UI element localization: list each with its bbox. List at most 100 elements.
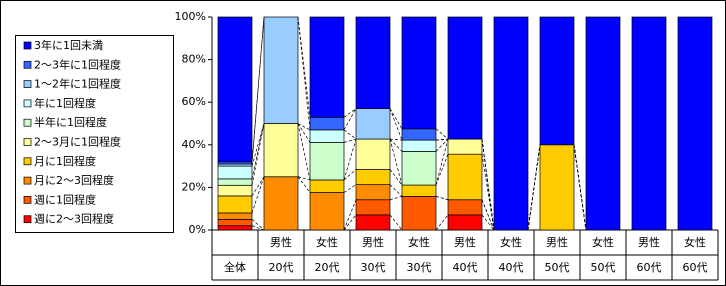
bar-segment bbox=[309, 192, 345, 231]
bar-segment bbox=[217, 184, 253, 197]
legend-label: 1～2年に1回程度 bbox=[34, 77, 121, 91]
bar-segment bbox=[401, 195, 437, 231]
x-tick-label: 男性 bbox=[454, 235, 476, 249]
legend-label: 2～3年に1回程度 bbox=[34, 57, 121, 71]
series-line bbox=[297, 176, 311, 193]
y-tick-label: 60% bbox=[182, 95, 206, 108]
bar-segment bbox=[447, 16, 483, 140]
series-line bbox=[251, 176, 265, 197]
x-tick-label: 男性 bbox=[362, 235, 384, 249]
legend-label: 月に2～3回程度 bbox=[34, 173, 114, 187]
bar-segment bbox=[355, 138, 391, 170]
legend-label: 月に1回程度 bbox=[34, 154, 96, 168]
legend-label: 週に1回程度 bbox=[34, 192, 96, 206]
series-line bbox=[389, 196, 403, 201]
series-line bbox=[481, 199, 495, 231]
legend-swatch bbox=[23, 41, 32, 50]
bar-segment bbox=[309, 116, 345, 131]
legend-swatch bbox=[23, 80, 32, 88]
bar-segment bbox=[217, 165, 253, 180]
series-line bbox=[343, 108, 357, 131]
bar-segment bbox=[263, 16, 299, 124]
bar-segment bbox=[401, 151, 437, 186]
bar-segment bbox=[447, 214, 483, 231]
series-line bbox=[343, 214, 357, 231]
series-line bbox=[389, 108, 403, 130]
bar-segment bbox=[217, 178, 253, 186]
series-line bbox=[481, 154, 495, 231]
bar-segment bbox=[355, 184, 391, 201]
bar-segment bbox=[217, 225, 253, 231]
bar-segment bbox=[493, 16, 529, 231]
x-tick-label: 40代 bbox=[453, 261, 478, 274]
x-tick-label: 30代 bbox=[407, 261, 432, 274]
bar-segment bbox=[263, 123, 299, 178]
legend-label: 3年に1回未満 bbox=[34, 38, 103, 52]
bar-segment bbox=[217, 195, 253, 214]
bar-segment bbox=[263, 176, 299, 231]
series-line bbox=[251, 123, 265, 179]
x-tick-label: 女性 bbox=[500, 235, 522, 249]
bar-segment bbox=[401, 139, 437, 152]
bar-segment bbox=[401, 128, 437, 141]
series-line bbox=[435, 138, 449, 152]
series-line bbox=[389, 138, 403, 186]
series-line bbox=[527, 144, 541, 231]
series-line bbox=[343, 138, 357, 143]
bar-segment bbox=[217, 16, 253, 163]
x-tick-label: 60代 bbox=[683, 261, 708, 274]
x-tick-label: 男性 bbox=[270, 235, 292, 249]
series-line bbox=[251, 123, 265, 186]
bar-segment bbox=[309, 142, 345, 181]
y-tick-label: 100% bbox=[175, 10, 206, 23]
series-line bbox=[343, 129, 357, 140]
series-line bbox=[435, 196, 449, 201]
series-line bbox=[251, 16, 265, 164]
bar-segment bbox=[309, 129, 345, 143]
series-line bbox=[435, 128, 449, 140]
bar-segment bbox=[539, 144, 575, 231]
legend-label: 年に1回程度 bbox=[34, 96, 96, 110]
legend-box bbox=[15, 35, 174, 233]
series-line bbox=[343, 169, 357, 181]
series-line bbox=[389, 138, 403, 152]
x-tick-label: 女性 bbox=[684, 235, 706, 249]
bar-segment bbox=[355, 108, 391, 140]
legend-swatch bbox=[23, 157, 32, 166]
series-line bbox=[389, 169, 403, 186]
x-tick-label: 男性 bbox=[546, 235, 568, 249]
legend-swatch bbox=[23, 215, 32, 224]
bar-segment bbox=[447, 199, 483, 216]
x-tick-label: 50代 bbox=[545, 261, 570, 274]
y-tick-label: 40% bbox=[182, 138, 206, 151]
x-tick-label: 女性 bbox=[316, 235, 338, 249]
series-line bbox=[343, 108, 357, 118]
series-line bbox=[297, 176, 311, 181]
bar-segment bbox=[585, 16, 621, 231]
bar-segment bbox=[309, 179, 345, 193]
series-line bbox=[435, 214, 449, 231]
x-tick-label: 30代 bbox=[361, 261, 386, 274]
bar-segment bbox=[309, 16, 345, 118]
legend-swatch bbox=[23, 138, 32, 146]
x-tick-label: 女性 bbox=[408, 235, 430, 249]
series-line bbox=[251, 219, 265, 231]
x-tick-label: 20代 bbox=[269, 261, 294, 274]
series-line bbox=[297, 123, 311, 131]
y-tick-label: 20% bbox=[182, 180, 206, 193]
bar-segment bbox=[217, 212, 253, 220]
x-tick-label: 全体 bbox=[224, 260, 246, 274]
legend-swatch bbox=[23, 196, 32, 204]
series-line bbox=[297, 16, 311, 130]
legend-swatch bbox=[23, 60, 32, 69]
series-line bbox=[297, 123, 311, 143]
legend-label: 週に2～3回程度 bbox=[34, 212, 114, 226]
bar-segment bbox=[447, 153, 483, 201]
legend-label: 半年に1回程度 bbox=[34, 115, 107, 129]
bar-segment bbox=[355, 16, 391, 109]
series-line bbox=[251, 225, 265, 231]
series-line bbox=[435, 138, 449, 141]
legend-swatch bbox=[23, 176, 32, 185]
series-line bbox=[481, 139, 495, 231]
